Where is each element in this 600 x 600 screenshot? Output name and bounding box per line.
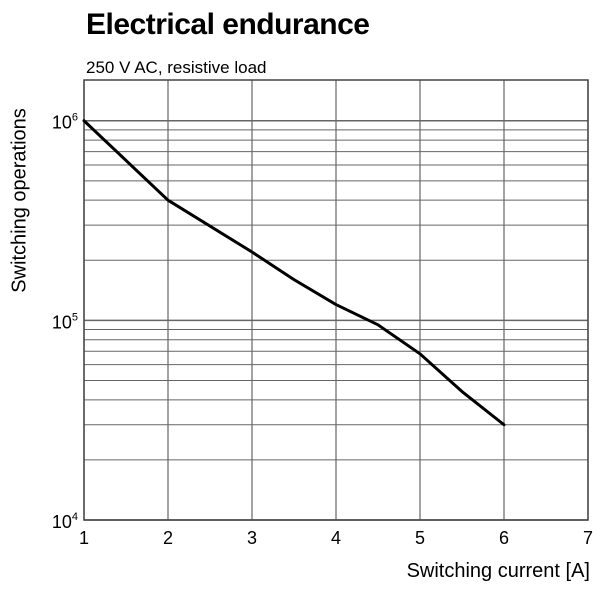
x-tick-label: 4 [331,528,341,548]
series-line [82,119,506,427]
x-tick-label: 2 [163,528,173,548]
x-axis-label: Switching current [A] [406,560,590,582]
x-tick-label: 1 [79,528,89,548]
chart-subtitle: 250 V AC, resistive load [86,58,267,77]
plot-frame [83,79,589,521]
y-tick-label: 105 [52,311,78,332]
x-tick-label: 3 [247,528,257,548]
x-tick-label: 5 [415,528,425,548]
chart-title: Electrical endurance [86,8,370,41]
y-tick-label: 106 [52,112,78,133]
y-tick-label: 104 [52,511,78,532]
x-tick-label: 7 [583,528,593,548]
x-tick-label: 6 [499,528,509,548]
